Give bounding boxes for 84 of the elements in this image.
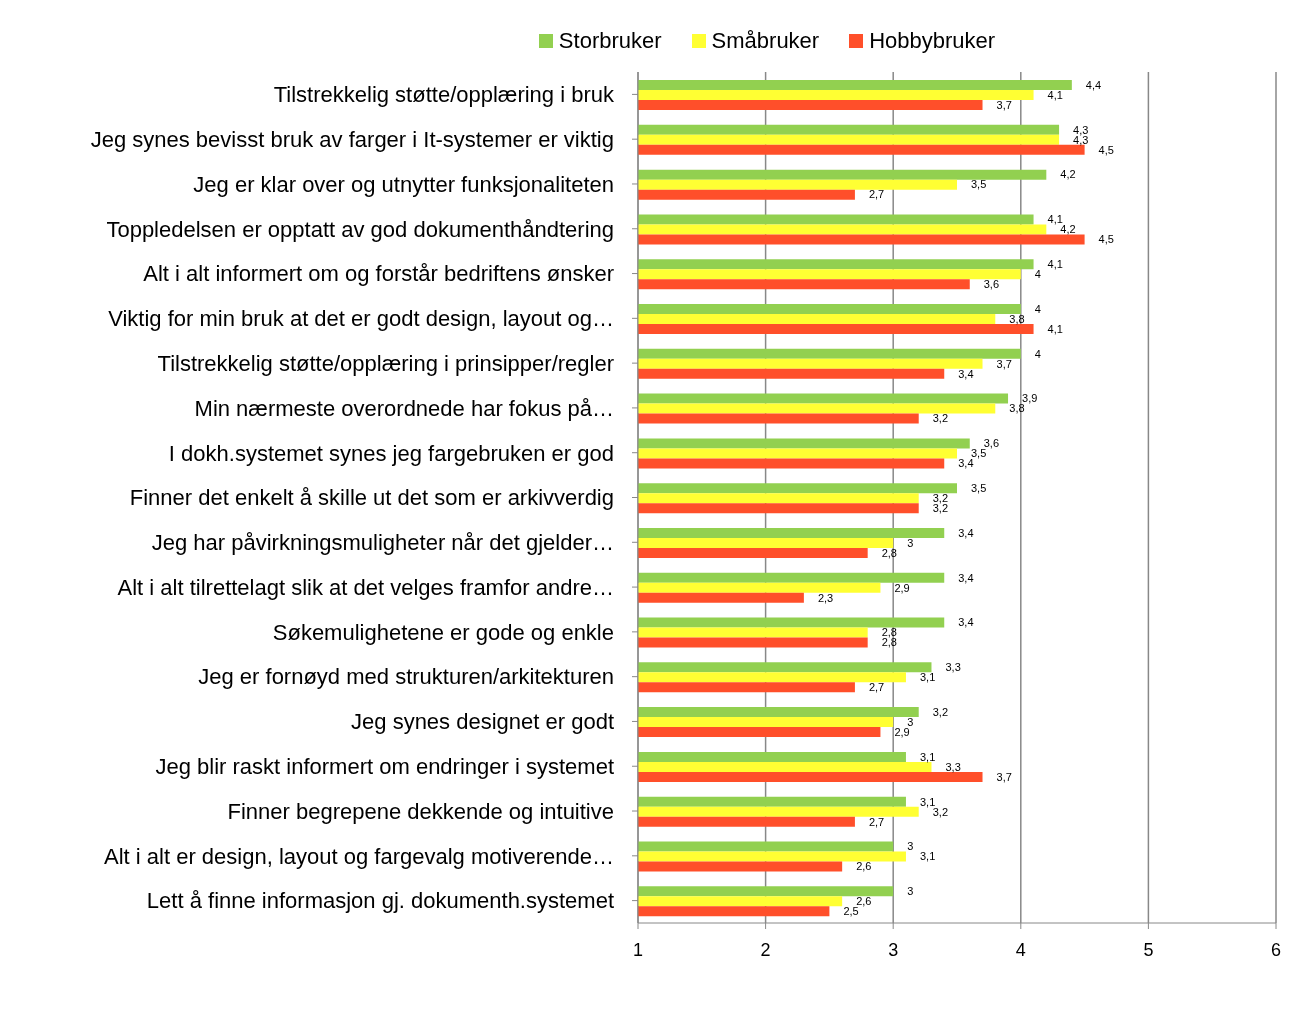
data-label: 3,5 (971, 178, 987, 191)
data-label: 3,2 (932, 705, 949, 718)
data-label: 4 (1034, 268, 1041, 281)
y-tick-label: Alt i alt tilrettelagt slik at det velges framfor andre… (117, 574, 614, 600)
data-label: 4,4 (1085, 78, 1102, 91)
x-tick-label: 3 (888, 939, 899, 960)
data-label: 4,1 (1047, 322, 1063, 335)
data-label: 3,1 (919, 750, 936, 763)
y-tick-label: Tilstrekkelig støtte/opplæring i prinsipper/regler (157, 350, 614, 376)
data-label: 2,3 (817, 591, 834, 604)
data-label: 3,2 (932, 492, 949, 505)
data-label: 3,7 (996, 357, 1012, 370)
y-tick-label: Tilstrekkelig støtte/opplæring i bruk (273, 82, 615, 108)
y-tick-label: Lett å finne informasjon gj. dokumenth.systemet (146, 888, 614, 914)
y-tick-label: Søkemulighetene er gode og enkle (272, 619, 614, 645)
data-label: 2,9 (894, 581, 910, 594)
data-label: 3,1 (919, 850, 936, 863)
x-tick-label: 1 (632, 939, 644, 960)
data-label: 3,5 (971, 482, 987, 495)
data-label: 4,1 (1047, 213, 1063, 226)
data-label: 3,5 (971, 447, 987, 460)
data-label: 3,6 (983, 278, 1000, 291)
legend-label: Småbruker (711, 28, 820, 54)
data-label: 3,8 (1009, 402, 1025, 415)
y-tick-label: Toppledelsen er opptatt av god dokumenthåndtering (106, 216, 614, 242)
legend-label: Hobbybruker (869, 28, 996, 54)
data-label: 3,4 (958, 571, 974, 584)
data-label: 2,7 (868, 815, 885, 828)
data-label: 3,7 (996, 770, 1012, 783)
data-label: 3,2 (932, 805, 949, 818)
y-tick-label: Alt i alt informert om og forstår bedriftens ønsker (143, 261, 614, 287)
data-label: 2,8 (881, 636, 897, 649)
y-tick-label: Jeg er fornøyd med strukturen/arkitekturen (198, 664, 614, 690)
data-label: 3,2 (932, 502, 949, 515)
data-label: 3,3 (945, 661, 961, 674)
data-label: 3,4 (958, 367, 974, 380)
x-tick-label: 6 (1270, 939, 1282, 960)
data-label: 4,5 (1098, 143, 1114, 156)
x-tick-label: 5 (1143, 939, 1154, 960)
y-tick-label: I dokh.systemet synes jeg fargebruken er god (168, 440, 614, 466)
data-label: 4 (1034, 302, 1041, 315)
y-tick-label: Jeg synes designet er godt (351, 709, 614, 735)
data-label: 2,9 (894, 725, 910, 738)
data-label: 4,1 (1047, 88, 1063, 101)
data-label: 2,8 (881, 546, 897, 559)
data-label: 2,7 (868, 188, 885, 201)
data-label: 3,4 (958, 526, 974, 539)
data-label: 3,4 (958, 616, 974, 629)
data-label: 3 (907, 840, 914, 853)
y-tick-label: Jeg blir raskt informert om endringer i systemet (155, 754, 614, 780)
x-tick-label: 4 (1015, 939, 1026, 960)
data-label: 4,3 (1073, 123, 1089, 136)
data-label: 3,6 (983, 437, 1000, 450)
data-label: 3 (907, 536, 914, 549)
data-label: 3,1 (919, 795, 936, 808)
data-label: 3 (907, 715, 914, 728)
data-label: 4,5 (1098, 233, 1114, 246)
data-label: 4,2 (1060, 168, 1076, 181)
data-label: 3,1 (919, 671, 936, 684)
data-label: 2,6 (856, 860, 872, 873)
data-label: 2,7 (868, 681, 885, 694)
data-label: 2,5 (843, 905, 859, 918)
data-label: 3,2 (932, 412, 949, 425)
x-tick-label: 2 (760, 939, 771, 960)
y-tick-label: Jeg synes bevisst bruk av farger i It-systemer er viktig (90, 126, 614, 152)
data-label: 3,7 (996, 98, 1012, 111)
data-label: 3,4 (958, 457, 974, 470)
data-label: 2,8 (881, 626, 897, 639)
y-tick-label: Jeg er klar over og utnytter funksjonaliteten (193, 171, 614, 197)
y-tick-label: Viktig for min bruk at det er godt design, layout og… (108, 306, 614, 332)
data-label: 3,8 (1009, 312, 1025, 325)
data-label: 2,6 (856, 895, 872, 908)
y-tick-label: Min nærmeste overordnede har fokus på… (194, 395, 614, 421)
y-tick-label: Alt i alt er design, layout og fargevalg motiverende… (104, 843, 614, 869)
data-label: 3,3 (945, 760, 961, 773)
data-label: 4 (1034, 347, 1041, 360)
y-tick-label: Jeg har påvirkningsmuligheter når det gjelder… (151, 530, 614, 556)
y-tick-label: Finner det enkelt å skille ut det som er arkivverdig (129, 485, 614, 511)
y-tick-label: Finner begrepene dekkende og intuitive (227, 798, 614, 824)
data-label: 3 (907, 885, 914, 898)
data-label: 3,9 (1022, 392, 1038, 405)
data-label: 4,2 (1060, 223, 1076, 236)
data-label: 4,1 (1047, 258, 1063, 271)
legend-label: Storbruker (558, 28, 662, 54)
